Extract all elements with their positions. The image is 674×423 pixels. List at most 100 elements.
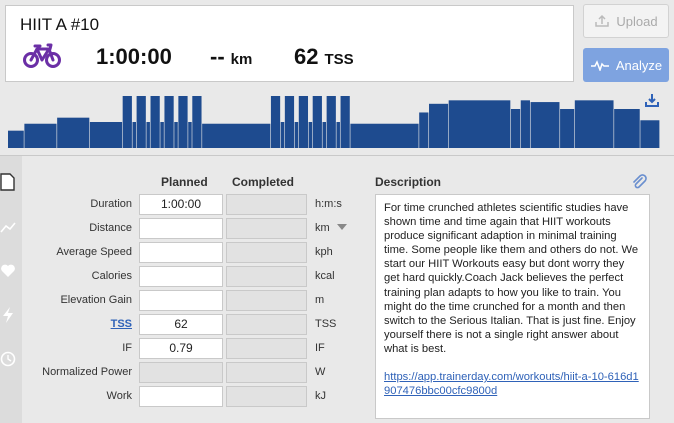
if-planned-input[interactable]: 0.79 [139,338,223,359]
workout-profile-svg [8,96,660,148]
interval-bar [429,103,449,148]
document-icon[interactable] [0,173,16,191]
download-icon[interactable] [644,92,660,108]
distance-completed-input [226,218,307,239]
interval-bar [350,123,419,148]
interval-bar [164,96,174,148]
bike-icon [23,43,61,68]
duration-unit: h:m:s [315,198,342,210]
interval-bar [192,96,202,148]
distance-value: -- [210,44,225,69]
workout-link[interactable]: https://app.trainerday.com/workouts/hiit… [384,371,639,398]
chart-icon[interactable] [0,218,16,236]
duration-label: Duration [90,198,132,210]
average-speed-unit: kph [315,246,333,258]
average-speed-planned-input[interactable] [139,242,223,263]
average-speed-completed-input [226,242,307,263]
completed-column-header: Completed [232,175,295,189]
interval-bar [640,120,660,148]
lightning-icon[interactable] [0,306,16,324]
interval-bar [122,96,132,148]
work-label: Work [106,390,132,402]
interval-bar [294,122,299,148]
section-divider [0,155,674,156]
planned-column-header: Planned [161,175,208,189]
duration-planned-input[interactable]: 1:00:00 [139,194,223,215]
planned-tss: 62 TSS [294,44,354,70]
calories-planned-input[interactable] [139,266,223,287]
workout-header-card: HIIT A #10 1:00:00 -- km 62 TSS [5,5,574,82]
interval-bar [336,122,340,148]
calories-unit: kcal [315,270,335,282]
calories-completed-input [226,266,307,287]
paperclip-icon[interactable] [631,173,647,191]
interval-bar [530,102,560,148]
duration-completed-input [226,194,307,215]
if-label: IF [122,342,132,354]
normalized-power-planned-input [139,362,223,383]
interval-bar [132,122,136,148]
distance-unit: km [315,222,330,234]
interval-bar [8,130,24,148]
analyze-button[interactable]: Analyze [583,48,669,82]
interval-bar [146,122,150,148]
tss-completed-input [226,314,307,335]
normalized-power-completed-input [226,362,307,383]
elevation-gain-completed-input [226,290,307,311]
interval-bar [614,109,640,148]
distance-label: Distance [89,222,132,234]
description-text: For time crunched athletes scientific st… [384,202,639,355]
upload-button[interactable]: Upload [583,4,669,38]
interval-bar [520,100,530,148]
elevation-gain-unit: m [315,294,325,306]
workout-title: HIIT A #10 [20,15,100,34]
analyze-label: Analyze [615,57,663,73]
side-rail [0,156,22,423]
interval-bar [280,122,285,148]
normalized-power-unit: W [315,366,326,378]
interval-bar [308,122,313,148]
upload-icon [595,14,610,27]
interval-bar [174,122,178,148]
normalized-power-label: Normalized Power [42,366,132,378]
elevation-gain-planned-input[interactable] [139,290,223,311]
interval-bar [178,96,188,148]
interval-bar [448,100,511,148]
tss-label[interactable]: TSS [110,318,132,330]
work-completed-input [226,386,307,407]
interval-bar [322,122,327,148]
interval-bar [89,122,123,148]
clock-icon[interactable] [0,350,16,368]
work-planned-input[interactable] [139,386,223,407]
interval-bar [510,109,521,148]
interval-bar [150,96,160,148]
planned-duration: 1:00:00 [96,44,172,69]
upload-label: Upload [616,13,658,29]
interval-bar [312,96,322,148]
pulse-icon [590,60,609,71]
tss-unit: TSS [315,318,337,330]
heart-icon[interactable] [0,262,16,280]
interval-bar [24,123,57,148]
chevron-down-icon[interactable] [337,224,347,230]
interval-bar [560,109,575,148]
average-speed-label: Average Speed [56,246,132,258]
description-title: Description [375,175,442,189]
workout-profile-chart [0,90,664,154]
interval-bar [57,117,90,148]
interval-bar [202,123,271,148]
calories-label: Calories [91,270,132,282]
distance-planned-input[interactable] [139,218,223,239]
interval-bar [188,122,192,148]
tss-planned-input[interactable]: 62 [139,314,223,335]
interval-bar [270,96,281,148]
interval-bar [136,96,146,148]
interval-bar [574,100,614,148]
if-completed-input [226,338,307,359]
tss-unit: TSS [324,51,354,68]
interval-bar [160,122,164,148]
distance-unit: km [230,51,253,68]
description-box[interactable]: For time crunched athletes scientific st… [375,194,650,419]
interval-bar [419,112,429,148]
interval-bar [326,96,336,148]
